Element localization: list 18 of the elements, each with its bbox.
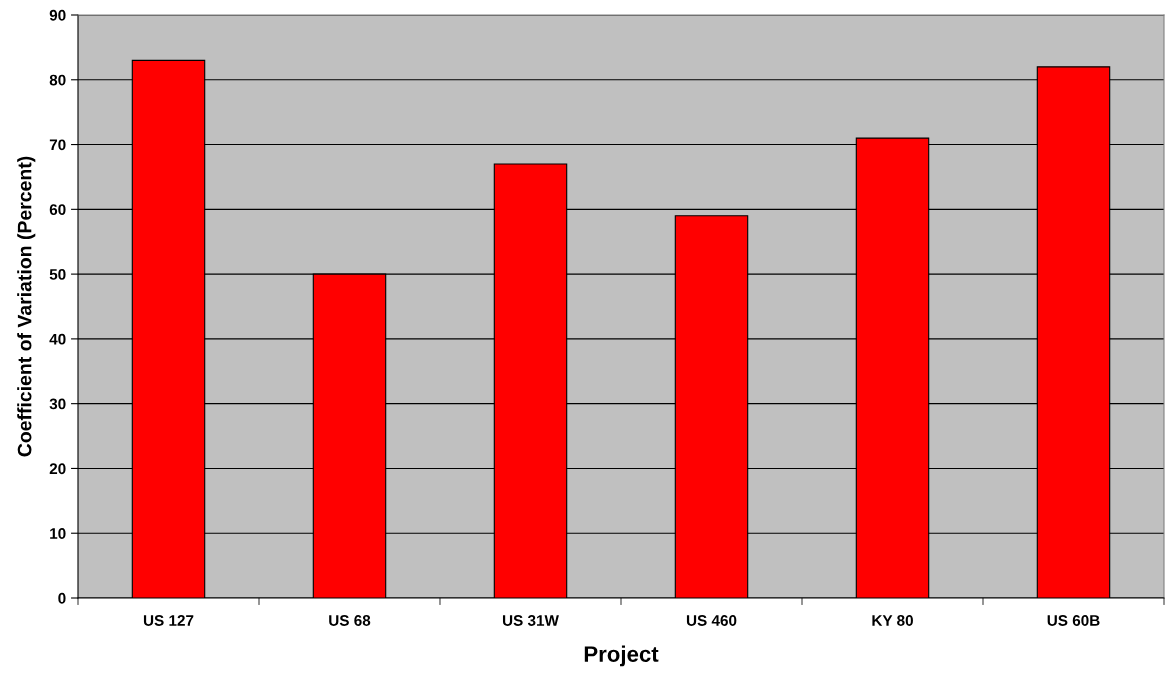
x-tick-label: US 31W [502,615,559,626]
x-tick-label: KY 80 [872,615,913,626]
y-tick-label: 20 [49,463,66,475]
x-tick-label: US 60B [1047,615,1100,626]
y-tick-label: 60 [49,204,66,216]
y-tick-label: 80 [49,74,66,86]
x-tick-label: US 460 [686,615,737,626]
y-axis-title: Coefficient of Variation (Percent) [17,156,36,457]
x-tick-label: US 68 [329,615,371,626]
y-tick-label: 90 [49,9,66,21]
x-axis-title: Project [584,645,659,667]
y-tick-label: 50 [49,268,66,280]
y-tick-label: 0 [58,592,66,604]
y-tick-label: 10 [50,528,66,539]
y-tick-label: 30 [49,398,66,410]
y-tick-label: 70 [49,139,66,151]
x-tick-label: US 127 [143,615,194,626]
y-tick-label: 40 [49,333,66,345]
